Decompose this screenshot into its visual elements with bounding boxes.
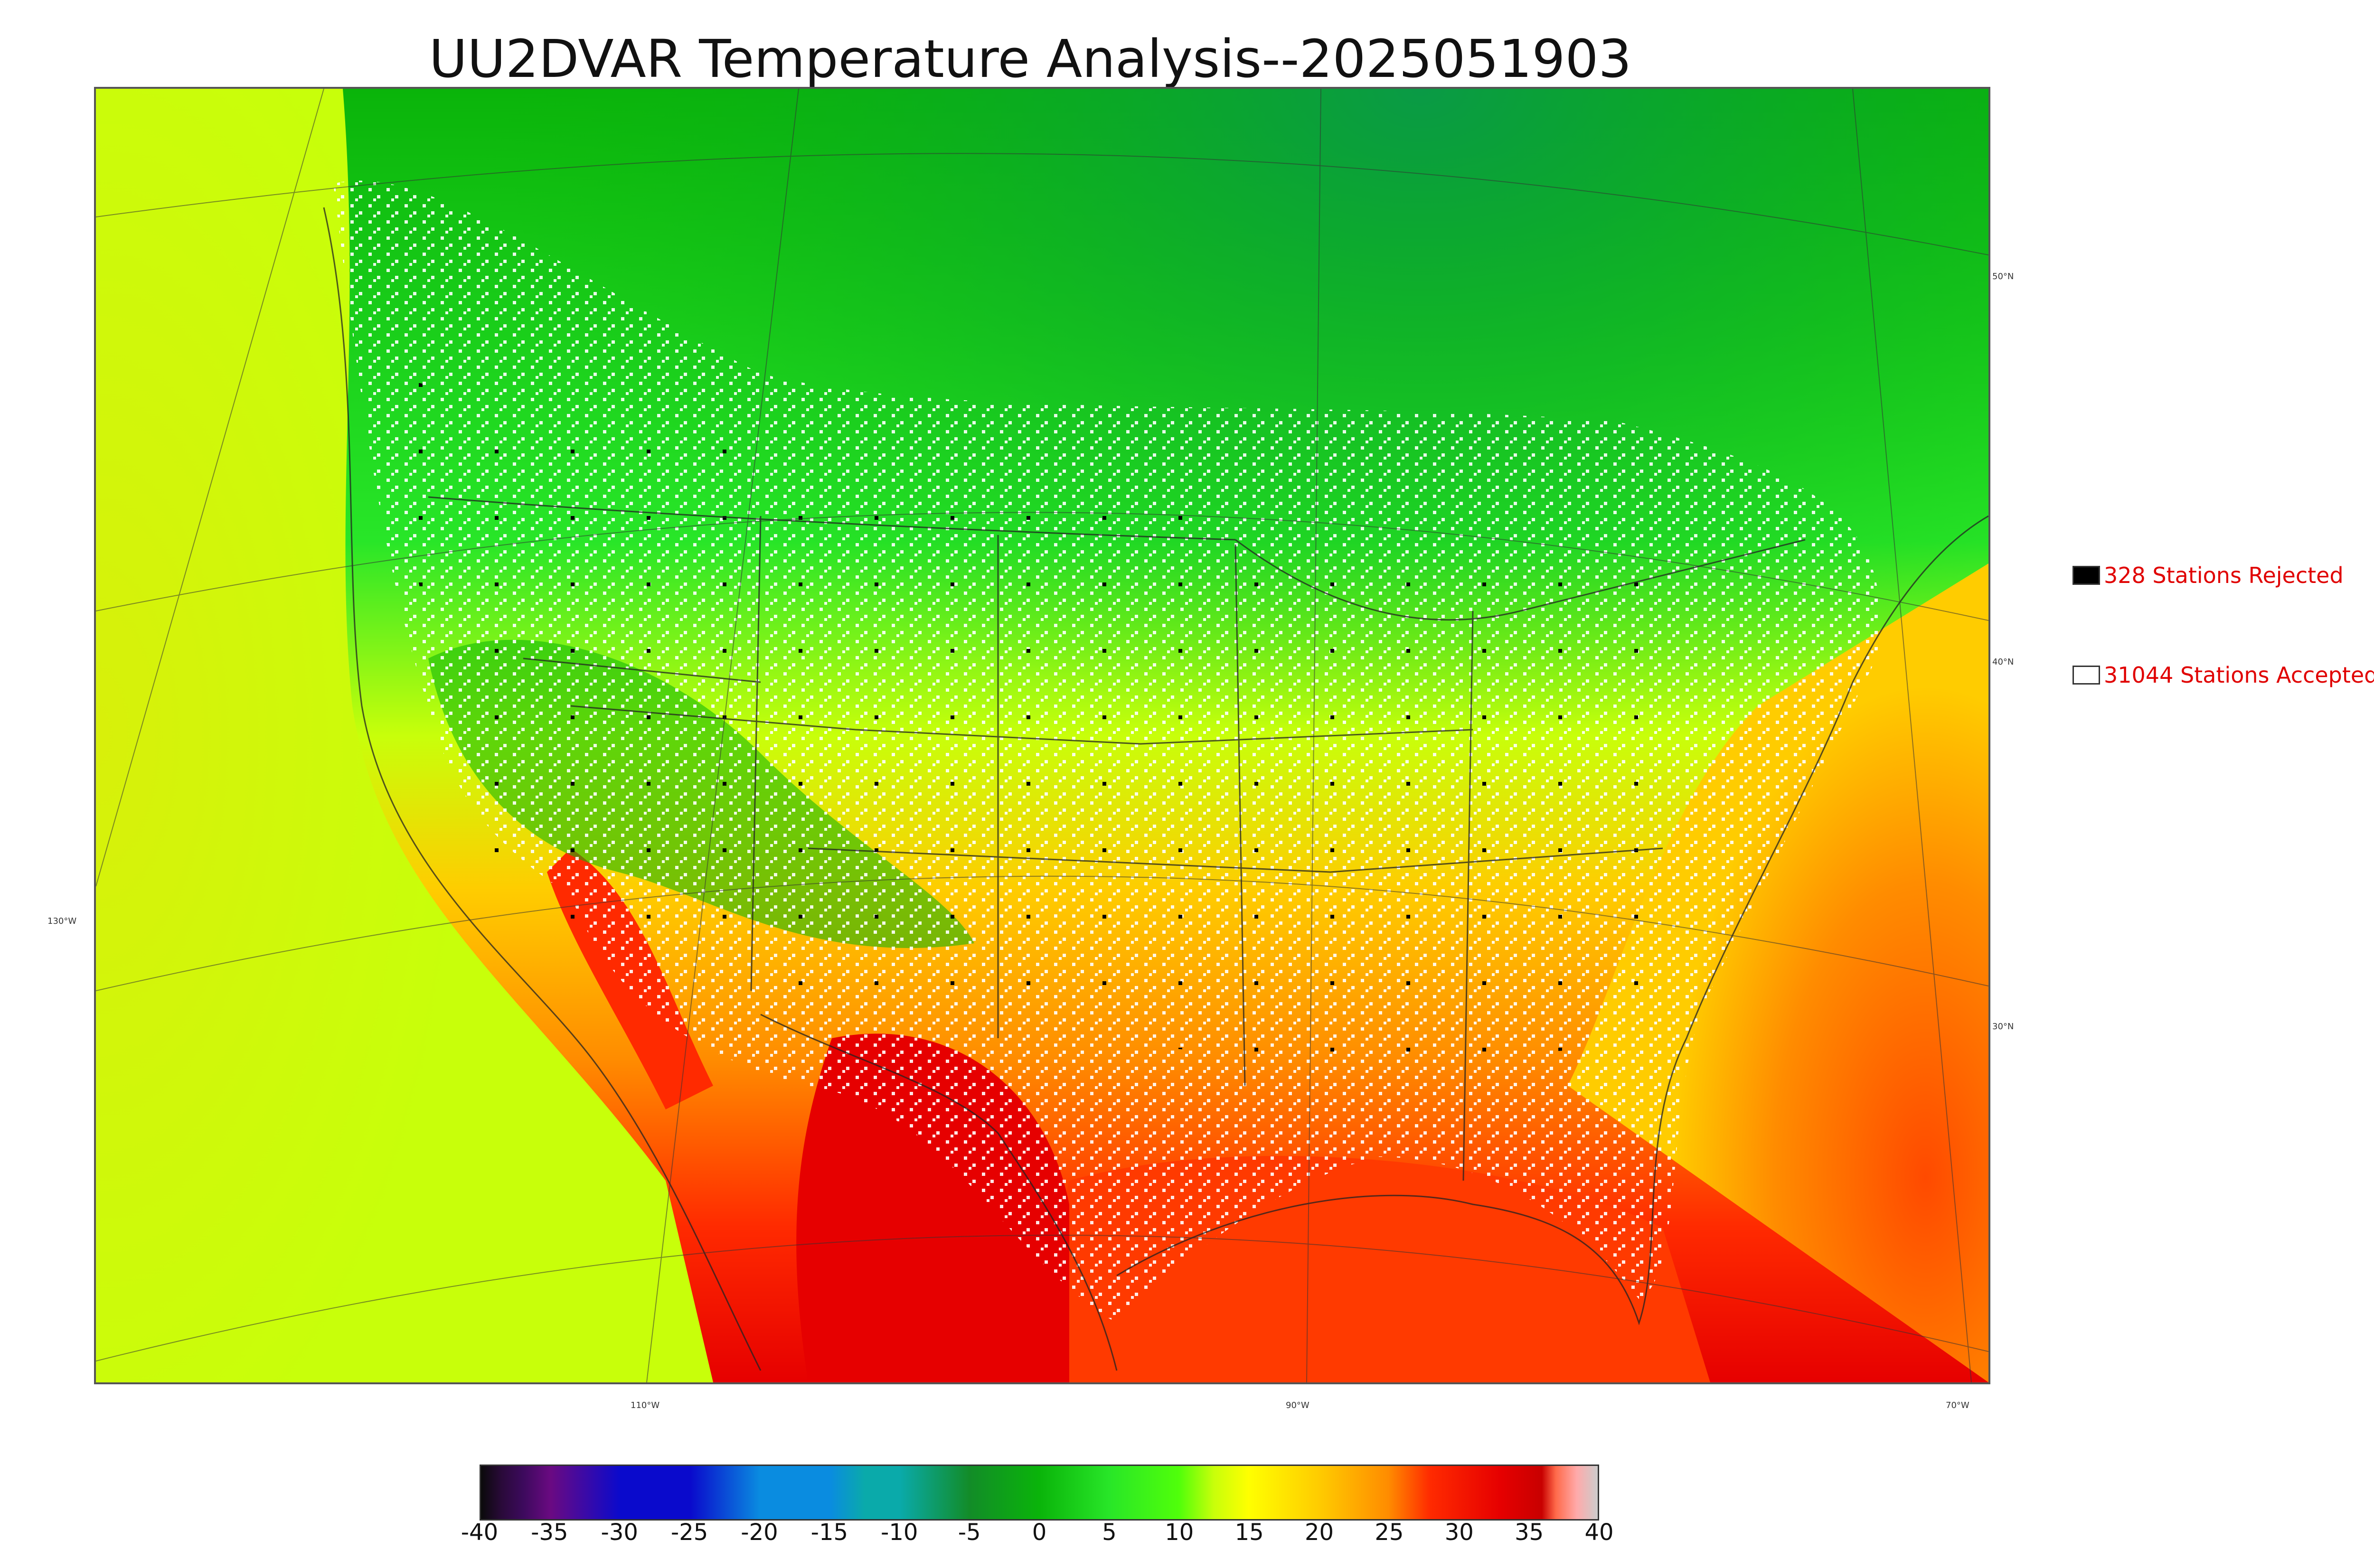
boundaries [323,207,1988,1371]
accepted-swatch [2073,666,2100,685]
lat-label-30n: 30°N [1992,1022,2014,1032]
lon-label-110w: 110°W [631,1400,660,1410]
lat-label-50n: 50°N [1992,272,2014,282]
accepted-label: 31044 Stations Accepted [2104,662,2374,688]
colorbar-tick-label: -35 [531,1519,568,1546]
colorbar-tick-label: 25 [1375,1519,1404,1546]
colorbar-tick-label: 0 [1032,1519,1047,1546]
legend-accepted: 31044 Stations Accepted [2073,662,2374,688]
pacific-ocean [96,89,713,1382]
colorbar-tick-label: 5 [1102,1519,1117,1546]
colorbar-tick-label: 20 [1304,1519,1334,1546]
map-svg [96,89,1988,1382]
colorbar-tick-label: -5 [958,1519,981,1546]
map-title: UU2DVAR Temperature Analysis--2025051903 [429,28,1632,89]
colorbar-tick-label: -40 [461,1519,499,1546]
colorbar-tick-label: 40 [1584,1519,1614,1546]
colorbar-tick-label: 35 [1515,1519,1544,1546]
rejected-label: 328 Stations Rejected [2104,563,2344,588]
colorbar-tick-label: 10 [1165,1519,1194,1546]
colorbar-tick-label: -20 [741,1519,778,1546]
colorbar-tick-label: 30 [1444,1519,1474,1546]
rejected-stations [381,374,1710,1056]
colorbar-tick-label: -15 [810,1519,848,1546]
atlantic-ocean [1568,563,1988,1382]
lon-label-90w: 90°W [1286,1400,1309,1410]
lat-label-40n: 40°N [1992,657,2014,667]
lon-label-70w: 70°W [1946,1400,1969,1410]
colorbar-tick-label: -10 [881,1519,918,1546]
temperature-map[interactable] [94,87,1990,1384]
colorbar-tick-label: -25 [670,1519,708,1546]
colorbar-tick-label: -30 [601,1519,638,1546]
legend-rejected: 328 Stations Rejected [2073,563,2344,588]
lon-label-130w: 130°W [47,916,77,926]
colorbar [480,1465,1599,1521]
colorbar-tick-label: 15 [1234,1519,1264,1546]
rejected-swatch [2073,566,2100,585]
graticule [96,89,1988,1382]
